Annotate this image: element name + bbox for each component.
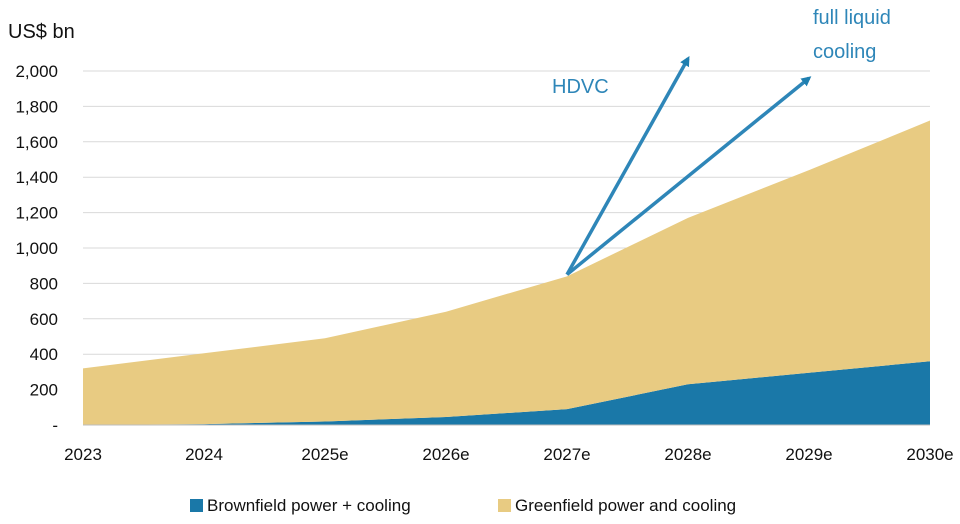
x-axis-ticks: 2023 2024 2025e 2026e 2027e 2028e 2029e 2030e — [64, 445, 954, 464]
hdvc-label: HDVC — [552, 76, 609, 98]
full-liquid-cooling-label-line-2: cooling — [813, 41, 876, 63]
area-series-brownfield — [83, 361, 930, 425]
legend-label-greenfield: Greenfield power and cooling — [515, 496, 736, 515]
legend: Brownfield power + cooling Greenfield po… — [190, 496, 736, 515]
y-tick-label: 1,800 — [15, 97, 58, 116]
y-tick-label: - — [52, 416, 58, 435]
x-tick-label: 2029e — [785, 445, 832, 464]
annotations: HDVC full liquid cooling — [552, 7, 891, 276]
y-axis-ticks: - 200 400 600 800 1,000 1,200 1,400 1,600 1,800 2,… — [15, 62, 58, 435]
x-tick-label: 2023 — [64, 445, 102, 464]
y-tick-label: 2,000 — [15, 62, 58, 81]
hdvc-arrow — [565, 55, 690, 276]
y-axis-unit-label: US$ bn — [8, 21, 75, 43]
legend-label-brownfield: Brownfield power + cooling — [207, 496, 411, 515]
full-liquid-cooling-label-line-1: full liquid — [813, 7, 891, 29]
y-tick-label: 200 — [30, 381, 58, 400]
x-tick-label: 2024 — [185, 445, 223, 464]
stacked-areas — [83, 120, 930, 425]
x-tick-label: 2026e — [422, 445, 469, 464]
x-tick-label: 2028e — [664, 445, 711, 464]
full-liquid-cooling-arrow — [565, 76, 812, 276]
x-tick-label: 2025e — [301, 445, 348, 464]
x-tick-label: 2027e — [543, 445, 590, 464]
y-tick-label: 1,600 — [15, 133, 58, 152]
area-series-greenfield — [83, 120, 930, 425]
legend-swatch-greenfield — [498, 499, 511, 512]
y-tick-label: 1,200 — [15, 204, 58, 223]
legend-swatch-brownfield — [190, 499, 203, 512]
y-tick-label: 400 — [30, 345, 58, 364]
y-tick-label: 600 — [30, 310, 58, 329]
x-tick-label: 2030e — [906, 445, 953, 464]
y-tick-label: 1,000 — [15, 239, 58, 258]
y-tick-label: 800 — [30, 274, 58, 293]
y-tick-label: 1,400 — [15, 168, 58, 187]
